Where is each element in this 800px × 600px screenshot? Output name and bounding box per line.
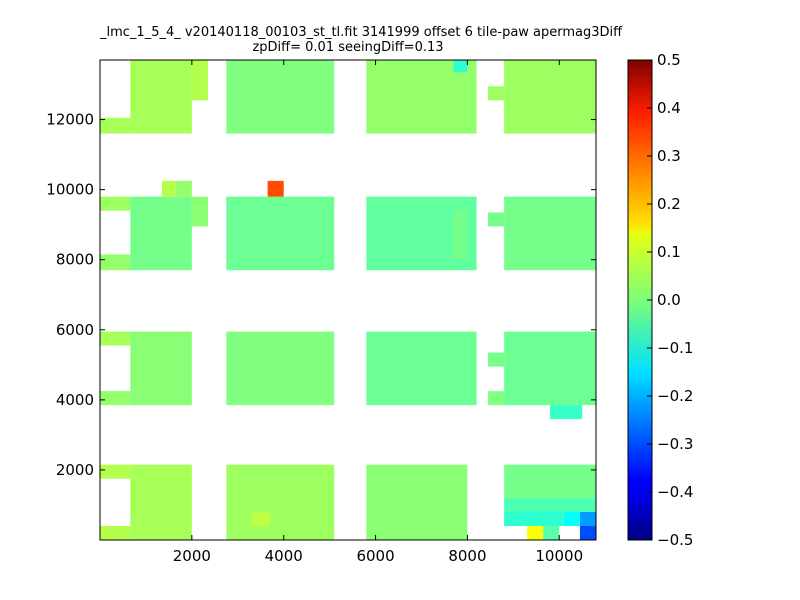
heatmap-cell (453, 345, 468, 395)
heatmap-cell (130, 196, 192, 271)
heatmap-cell (100, 391, 131, 406)
heatmap-cell (527, 525, 544, 540)
colorbar-ticks: 0.5 0.4 0.3 0.2 0.1 0.0 −0.1 −0.2 −0.3 −0.4 −0.5 (647, 51, 693, 549)
axes: 2000 4000 6000 8000 10000 2000 4000 6000 8000 100… (46, 60, 596, 565)
colorbar-tick-label: 0.0 (657, 291, 681, 309)
colorbar-tick-label: −0.5 (657, 531, 693, 549)
colorbar-tick-label: 0.3 (657, 147, 681, 165)
heatmap-cell (453, 60, 468, 73)
y-tick-label: 4000 (56, 391, 94, 409)
heatmap-cell (579, 511, 596, 526)
heatmap-cell (504, 331, 596, 406)
heatmap-cell (226, 331, 335, 406)
heatmap-cell (100, 196, 131, 211)
plot-frame (99, 59, 597, 541)
heatmap-cell (504, 497, 596, 512)
colorbar-tick-label: 0.1 (657, 243, 681, 261)
heatmap-cell (100, 525, 131, 540)
heatmap-cell (130, 60, 192, 134)
heatmap-cell (504, 60, 596, 134)
chart-title-line1: _lmc_1_5_4_ v20140118_00103_st_tl.fit 31… (100, 25, 623, 40)
colorbar-tick-label: −0.2 (657, 387, 693, 405)
heatmap-cell (130, 464, 192, 540)
heatmap-cell (226, 60, 335, 134)
chart-title-line2: zpDiff= 0.01 seeingDiff=0.13 (252, 40, 444, 55)
colorbar-tick-label: 0.4 (657, 99, 681, 117)
heatmap-cell (130, 331, 192, 406)
colorbar-tick-label: −0.3 (657, 435, 693, 453)
x-tick-label: 10000 (535, 547, 583, 565)
x-tick-label: 6000 (356, 547, 394, 565)
heatmap-cell (175, 180, 192, 197)
heatmap-cell (504, 511, 564, 526)
heatmap-cell (191, 60, 208, 101)
colorbar-tick-label: 0.2 (657, 195, 681, 213)
colorbar-tick-label: 0.5 (657, 51, 681, 69)
heatmap-cell (488, 86, 505, 101)
heatmap-cell (100, 254, 131, 271)
colorbar-tick-label: −0.1 (657, 339, 693, 357)
heatmap-cell (488, 391, 505, 406)
y-tick-label: 6000 (56, 321, 94, 339)
heatmap-cell (226, 464, 335, 540)
heatmap-cell (251, 511, 270, 526)
y-tick-label: 10000 (46, 181, 94, 199)
heatmap-cell (453, 210, 468, 260)
y-tick-label: 8000 (56, 251, 94, 269)
heatmap-cell (543, 525, 560, 540)
x-tick-label: 4000 (265, 547, 303, 565)
x-tick-label: 8000 (448, 547, 486, 565)
heatmap-cell (366, 464, 468, 540)
heatmap-cell (579, 525, 596, 540)
heatmap-cell (504, 196, 596, 271)
x-tick-label: 2000 (173, 547, 211, 565)
heatmap-cells (100, 60, 596, 540)
heatmap-cell (100, 464, 131, 479)
heatmap-cell (504, 464, 596, 498)
y-tick-label: 12000 (46, 111, 94, 129)
heatmap-cell (267, 180, 284, 197)
y-tick-label: 2000 (56, 461, 94, 479)
heatmap-cell (550, 405, 583, 420)
heatmap-cell (100, 331, 131, 346)
heatmap-cell (563, 511, 580, 526)
colorbar-tick-label: −0.4 (657, 483, 693, 501)
heatmap-cell (226, 196, 335, 271)
heatmap-cell (488, 352, 505, 367)
heatmap-cell (162, 180, 176, 197)
heatmap-cell (100, 117, 131, 134)
heatmap-cell (488, 212, 505, 227)
heatmap-cell (191, 196, 208, 227)
